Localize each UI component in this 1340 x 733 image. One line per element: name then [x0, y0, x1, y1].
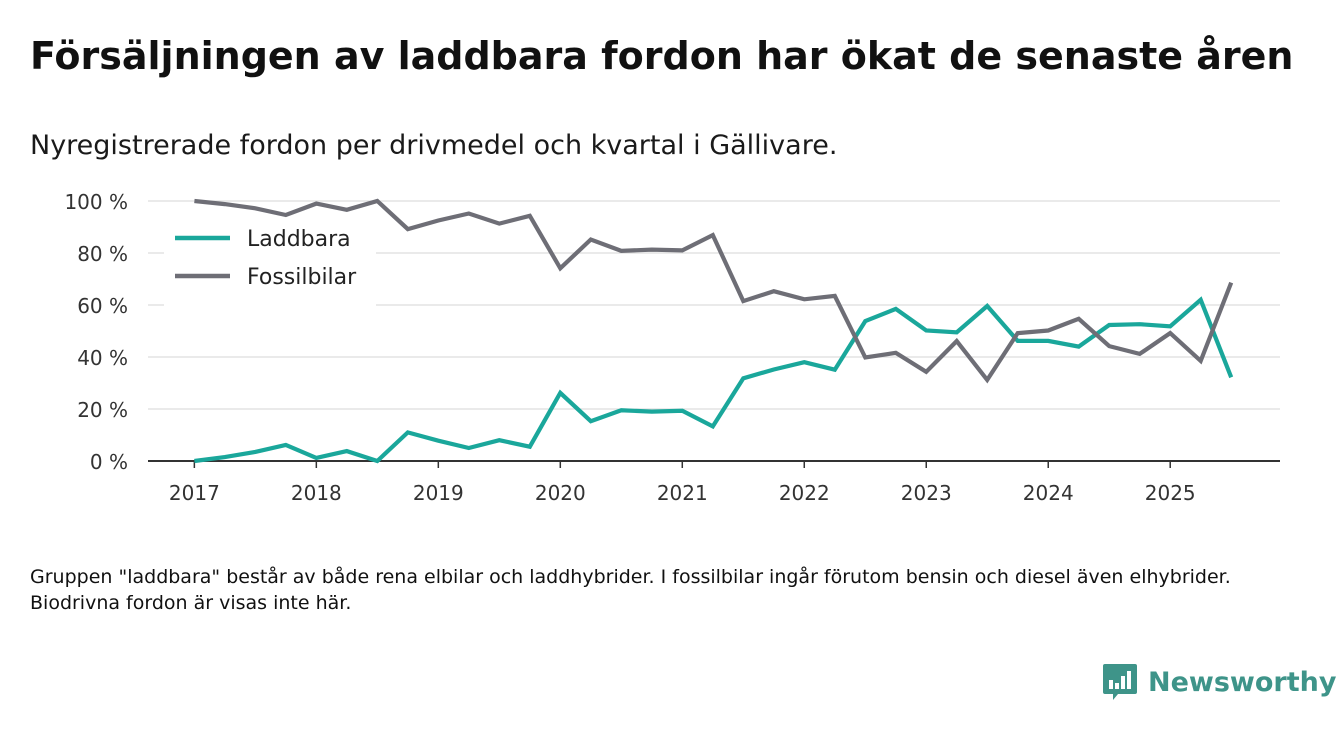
x-tick-label: 2020 — [535, 481, 586, 505]
y-tick-label: 100 % — [64, 190, 128, 214]
x-tick-label: 2021 — [657, 481, 708, 505]
y-tick-label: 40 % — [77, 346, 128, 370]
x-axis-ticks: 2017 2018 2019 2020 2021 2022 2023 2024 2025 — [148, 460, 1280, 505]
footnote: Gruppen "laddbara" består av både rena e… — [30, 566, 1231, 614]
x-tick-label: 2024 — [1023, 481, 1074, 505]
y-tick-label: 0 % — [90, 450, 128, 474]
newsworthy-logo-icon — [1103, 664, 1137, 700]
x-tick-label: 2025 — [1145, 481, 1196, 505]
x-tick-label: 2019 — [413, 481, 464, 505]
y-tick-label: 20 % — [77, 398, 128, 422]
x-tick-label: 2017 — [169, 481, 220, 505]
y-axis-ticks: 0 % 20 % 40 % 60 % 80 % 100 % — [64, 190, 128, 474]
x-tick-label: 2022 — [779, 481, 830, 505]
chart-subtitle: Nyregistrerade fordon per drivmedel och … — [30, 130, 838, 161]
x-tick-label: 2018 — [291, 481, 342, 505]
series-lines — [194, 198, 1234, 464]
legend: Laddbara Fossilbilar — [164, 224, 376, 308]
brand-name: Newsworthy — [1148, 666, 1337, 698]
legend-label: Fossilbilar — [247, 265, 357, 290]
series-line-laddbara — [194, 296, 1234, 464]
legend-label: Laddbara — [247, 227, 351, 252]
y-tick-label: 60 % — [77, 294, 128, 318]
brand-logo: Newsworthy — [1102, 662, 1336, 702]
line-chart: 0 % 20 % 40 % 60 % 80 % 100 % 2017 2018 2019 202… — [64, 190, 1280, 505]
y-tick-label: 80 % — [77, 242, 128, 266]
series-line-fossilbilar — [194, 198, 1234, 384]
chart-title: Försäljningen av laddbara fordon har öka… — [30, 34, 1294, 78]
x-tick-label: 2023 — [901, 481, 952, 505]
